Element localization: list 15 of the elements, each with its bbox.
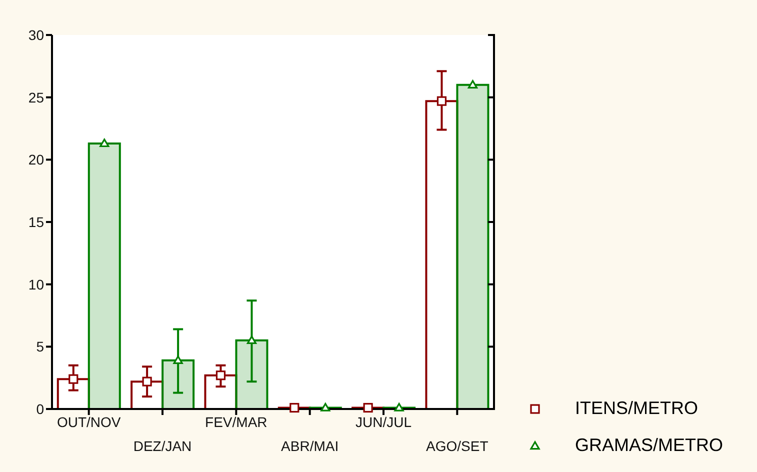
y-tick-label: 25 [28, 89, 44, 106]
legend-label: GRAMAS/METRO [575, 435, 724, 456]
x-tick-label: FEV/MAR [205, 414, 268, 430]
x-tick-label: DEZ/JAN [133, 438, 192, 454]
y-tick-label: 5 [36, 338, 44, 355]
x-tick-label: JUN/JUL [355, 414, 412, 430]
y-tick-label: 20 [28, 152, 44, 168]
x-tick-label: OUT/NOV [56, 414, 122, 430]
y-tick-label: 0 [36, 400, 44, 417]
y-tick-label: 10 [28, 276, 44, 292]
y-tick-label: 30 [28, 26, 44, 43]
x-tick-label: ABR/MAI [281, 438, 339, 454]
x-tick-label: AGO/SET [426, 438, 489, 454]
y-tick-label: 15 [28, 214, 44, 230]
legend-label: ITENS/METRO [575, 398, 698, 419]
